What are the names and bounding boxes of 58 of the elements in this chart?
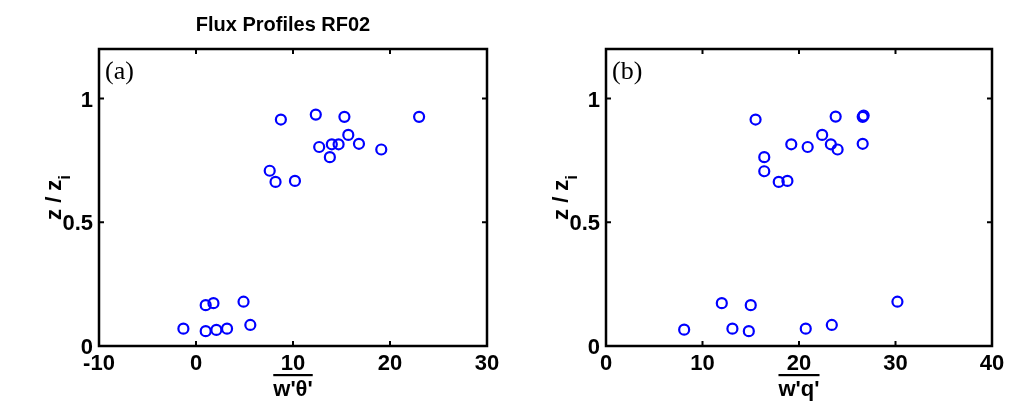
point: [220, 322, 234, 335]
point: [210, 323, 223, 336]
point: [715, 297, 728, 310]
point: [772, 175, 785, 188]
point: [801, 140, 814, 154]
y-tick-label: 0: [587, 334, 600, 359]
x-tick-label: 30: [883, 350, 908, 375]
x-tick-label: 0: [189, 350, 203, 375]
point: [263, 164, 276, 177]
point: [891, 295, 904, 308]
point: [244, 318, 257, 332]
point: [744, 299, 757, 312]
point: [313, 140, 326, 154]
point: [758, 151, 771, 164]
point: [829, 110, 842, 123]
x-tick-label: 10: [280, 350, 306, 375]
point: [288, 174, 302, 188]
point: [824, 138, 837, 151]
point: [856, 137, 869, 150]
x-tick-label: 30: [474, 350, 500, 375]
point: [332, 138, 345, 151]
x-axis-title: w'q': [777, 376, 820, 401]
y-tick-label: 1: [80, 86, 93, 112]
point: [799, 322, 812, 335]
point: [342, 128, 355, 141]
point: [274, 113, 287, 126]
point: [269, 175, 282, 188]
x-tick-label: 20: [786, 350, 812, 375]
point: [781, 174, 794, 188]
point: [758, 165, 771, 178]
point: [831, 143, 844, 156]
chart-title: Flux Profiles RF02: [195, 13, 371, 35]
point: [323, 151, 336, 164]
point: [207, 297, 220, 310]
x-tick-label: 40: [979, 350, 1005, 375]
point: [325, 138, 338, 151]
point: [742, 325, 755, 338]
point: [177, 322, 190, 335]
point: [749, 113, 762, 126]
x-tick-label: 10: [690, 350, 715, 375]
point: [309, 108, 322, 121]
point: [413, 110, 426, 123]
y-tick-label: 1: [587, 86, 600, 112]
point: [237, 295, 250, 308]
point: [338, 110, 351, 123]
point: [726, 322, 739, 335]
annotation: (a): [105, 56, 134, 85]
point: [199, 299, 212, 312]
point: [199, 325, 212, 338]
x-tick-label: 20: [377, 350, 403, 375]
point: [785, 138, 798, 151]
point: [352, 137, 366, 150]
point: [825, 318, 838, 332]
x-axis-title: w'θ': [272, 376, 313, 401]
point: [375, 143, 388, 156]
annotation: (b): [612, 56, 643, 85]
point: [678, 323, 691, 336]
point: [816, 128, 829, 141]
